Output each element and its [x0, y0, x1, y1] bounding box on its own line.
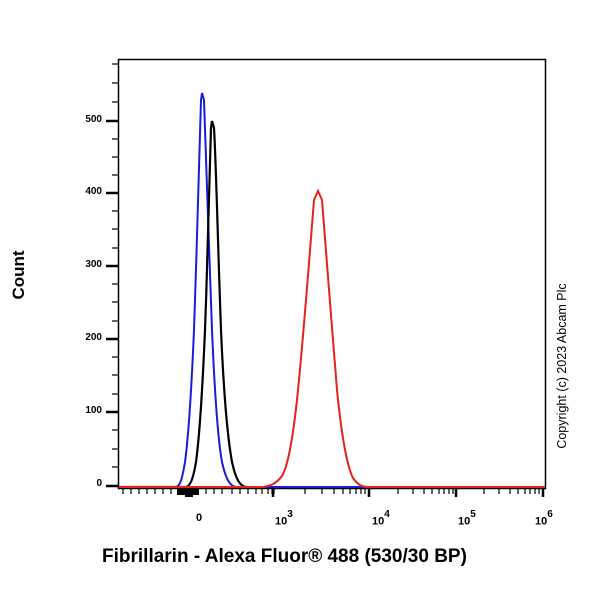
y-tick-label: 0 — [96, 478, 102, 489]
x-tick-base: 10 — [372, 515, 385, 528]
series-blue-unlabeled — [119, 92, 545, 488]
x-tick-label: 105 — [458, 509, 476, 528]
x-tick-label: 0 — [196, 512, 202, 524]
x-axis-ticks — [122, 489, 545, 497]
x-tick-label: 104 — [372, 509, 390, 528]
x-tick-base: 10 — [458, 515, 471, 528]
x-tick-base: 10 — [535, 515, 548, 528]
y-tick-label: 200 — [85, 332, 102, 343]
y-tick-label: 500 — [85, 114, 102, 125]
series-black-isotype — [119, 120, 247, 489]
y-axis-ticks — [106, 63, 118, 488]
x-tick-exponent: 6 — [547, 509, 553, 520]
y-tick-label: 400 — [85, 186, 102, 197]
copyright-container: Copyright (c) 2023 Abcam Plc — [552, 240, 572, 492]
x-tick-label: 106 — [535, 509, 553, 528]
copyright-notice: Copyright (c) 2023 Abcam Plc — [555, 283, 569, 449]
x-tick-base: 10 — [275, 515, 288, 528]
series-red-fibrillarin — [119, 188, 545, 488]
y-axis-label: Count — [9, 250, 28, 300]
x-tick-exponent: 4 — [384, 509, 390, 520]
x-tick-label: 103 — [275, 509, 293, 528]
y-tick-label: 100 — [85, 405, 102, 416]
y-axis-label-container: Count — [4, 230, 34, 320]
x-tick-exponent: 5 — [470, 509, 476, 520]
y-tick-label: 300 — [85, 259, 102, 270]
x-tick-base: 0 — [196, 512, 203, 524]
x-axis-label: Fibrillarin - Alexa Fluor® 488 (530/30 B… — [102, 546, 467, 567]
x-tick-exponent: 3 — [287, 509, 293, 520]
plot-frame — [117, 58, 547, 490]
